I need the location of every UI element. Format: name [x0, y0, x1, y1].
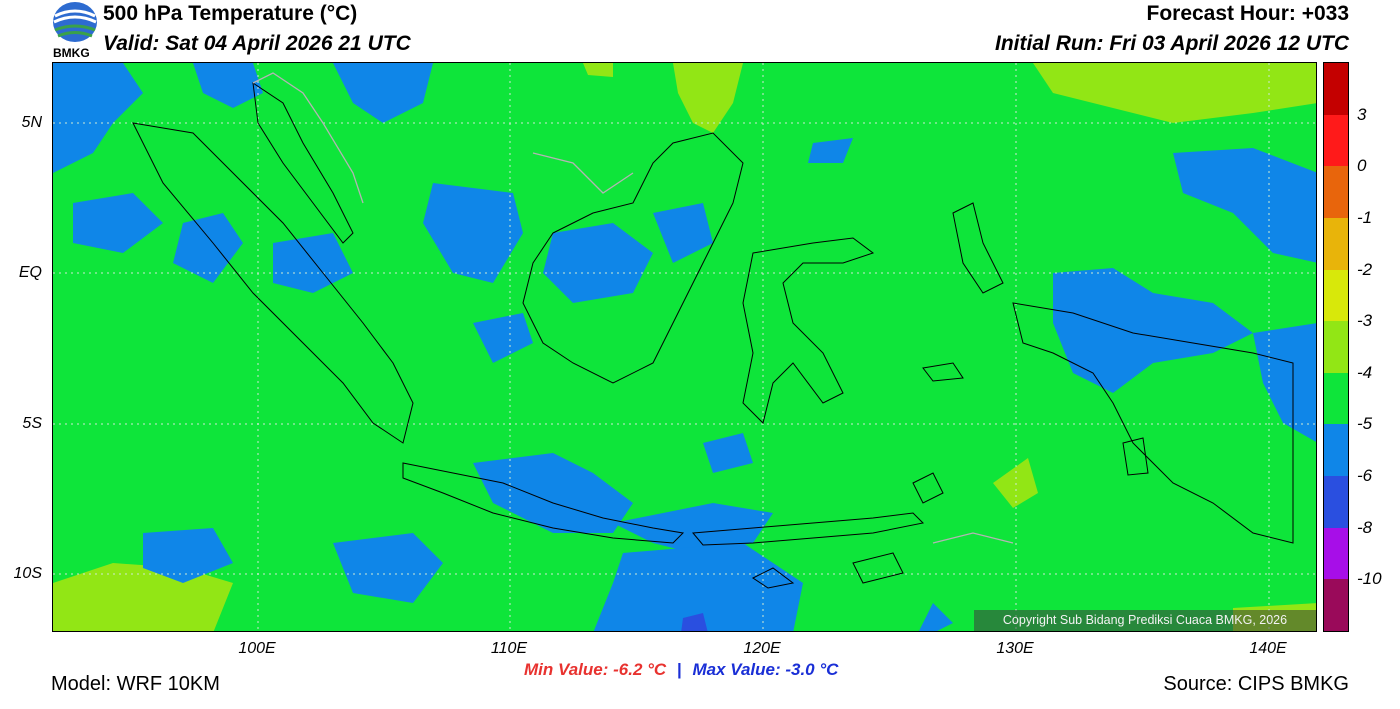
colorbar-segment — [1324, 321, 1348, 374]
coastlines — [132, 81, 1294, 589]
colorbar-label: 0 — [1357, 156, 1367, 176]
lon-label-120e: 120E — [743, 640, 781, 657]
graticule — [53, 63, 1316, 631]
colorbar — [1323, 62, 1349, 632]
lon-label-100e: 100E — [238, 640, 276, 657]
map-canvas — [53, 63, 1316, 631]
min-max-values: Min Value: -6.2 °C | Max Value: -3.0 °C — [524, 660, 838, 680]
colorbar-segment — [1324, 166, 1348, 219]
colorbar-segment — [1324, 476, 1348, 529]
lat-label-eq: EQ — [18, 264, 42, 281]
colorbar-label: -2 — [1357, 259, 1373, 279]
colorbar-label: -1 — [1357, 207, 1373, 227]
colorbar-label: -10 — [1357, 569, 1382, 589]
colorbar-segment — [1324, 372, 1348, 425]
lat-label-5n: 5N — [21, 114, 42, 131]
temperature-map — [52, 62, 1317, 632]
map-title: 500 hPa Temperature (°C) — [103, 2, 358, 25]
colorbar-label: -8 — [1357, 517, 1373, 537]
lat-label-5s: 5S — [22, 415, 42, 432]
colorbar-label: -3 — [1357, 311, 1373, 331]
max-value: Max Value: -3.0 °C — [692, 660, 839, 679]
colorbar-segment — [1324, 424, 1348, 477]
colorbar-label: -5 — [1357, 414, 1373, 434]
initial-run: Initial Run: Fri 03 April 2026 12 UTC — [995, 32, 1349, 55]
logo-text: BMKG — [53, 46, 90, 60]
min-value: Min Value: -6.2 °C — [524, 660, 667, 679]
model-label: Model: WRF 10KM — [51, 673, 220, 695]
lon-label-130e: 130E — [996, 640, 1034, 657]
bmkg-logo — [53, 2, 97, 42]
colorbar-label: -4 — [1357, 362, 1373, 382]
lat-label-10s: 10S — [13, 565, 42, 582]
borders — [252, 72, 1014, 544]
colorbar-segment — [1324, 579, 1348, 632]
colorbar-label: 3 — [1357, 104, 1367, 124]
lon-label-110e: 110E — [490, 640, 528, 657]
colorbar-segment — [1324, 269, 1348, 322]
colder-patches — [681, 613, 708, 631]
colorbar-segment — [1324, 217, 1348, 271]
colorbar-segment — [1324, 114, 1348, 167]
min-max-separator: | — [676, 660, 682, 679]
colorbar-segment — [1324, 63, 1348, 116]
colorbar-segment — [1324, 527, 1348, 580]
copyright-notice: Copyright Sub Bidang Prediksi Cuaca BMKG… — [974, 610, 1316, 631]
colorbar-label: -6 — [1357, 466, 1373, 486]
source-label: Source: CIPS BMKG — [1163, 673, 1349, 695]
cold-patches — [53, 63, 1316, 631]
valid-time: Valid: Sat 04 April 2026 21 UTC — [103, 32, 411, 55]
lon-label-140e: 140E — [1249, 640, 1287, 657]
forecast-hour: Forecast Hour: +033 — [1146, 2, 1350, 25]
